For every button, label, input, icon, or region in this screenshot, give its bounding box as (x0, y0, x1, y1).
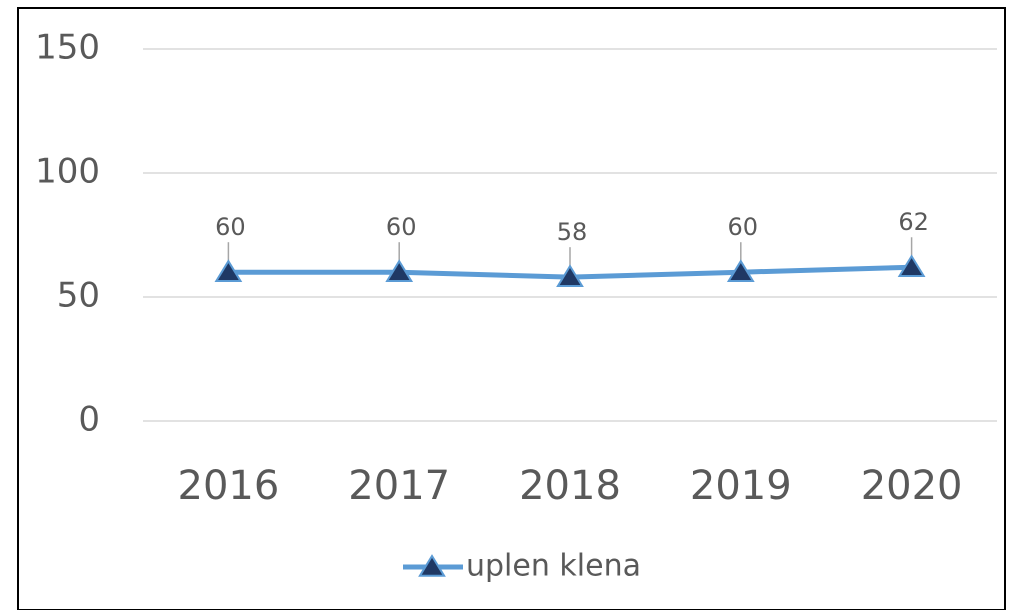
marker (897, 254, 926, 278)
x-tick-label: 2020 (861, 463, 963, 509)
data-label: 60 (386, 213, 417, 241)
x-tick-label: 2016 (178, 463, 280, 509)
legend-label: uplen klena (466, 549, 641, 584)
x-tick-label: 2018 (519, 463, 621, 509)
y-tick-label: 0 (78, 400, 100, 440)
y-tick-label: 150 (35, 28, 100, 68)
data-label: 62 (898, 208, 929, 236)
marker (385, 259, 414, 282)
x-tick-label: 2017 (348, 463, 450, 509)
y-tick-label: 100 (35, 152, 100, 192)
marker (556, 264, 584, 287)
x-tick-label: 2019 (690, 463, 792, 509)
marker (726, 259, 755, 282)
data-label: 58 (557, 218, 588, 246)
data-label: 60 (728, 213, 759, 241)
data-label: 60 (215, 213, 246, 241)
marker (214, 259, 243, 282)
chart-border (17, 7, 1006, 610)
y-tick-label: 50 (57, 276, 100, 316)
legend-marker (418, 554, 446, 577)
